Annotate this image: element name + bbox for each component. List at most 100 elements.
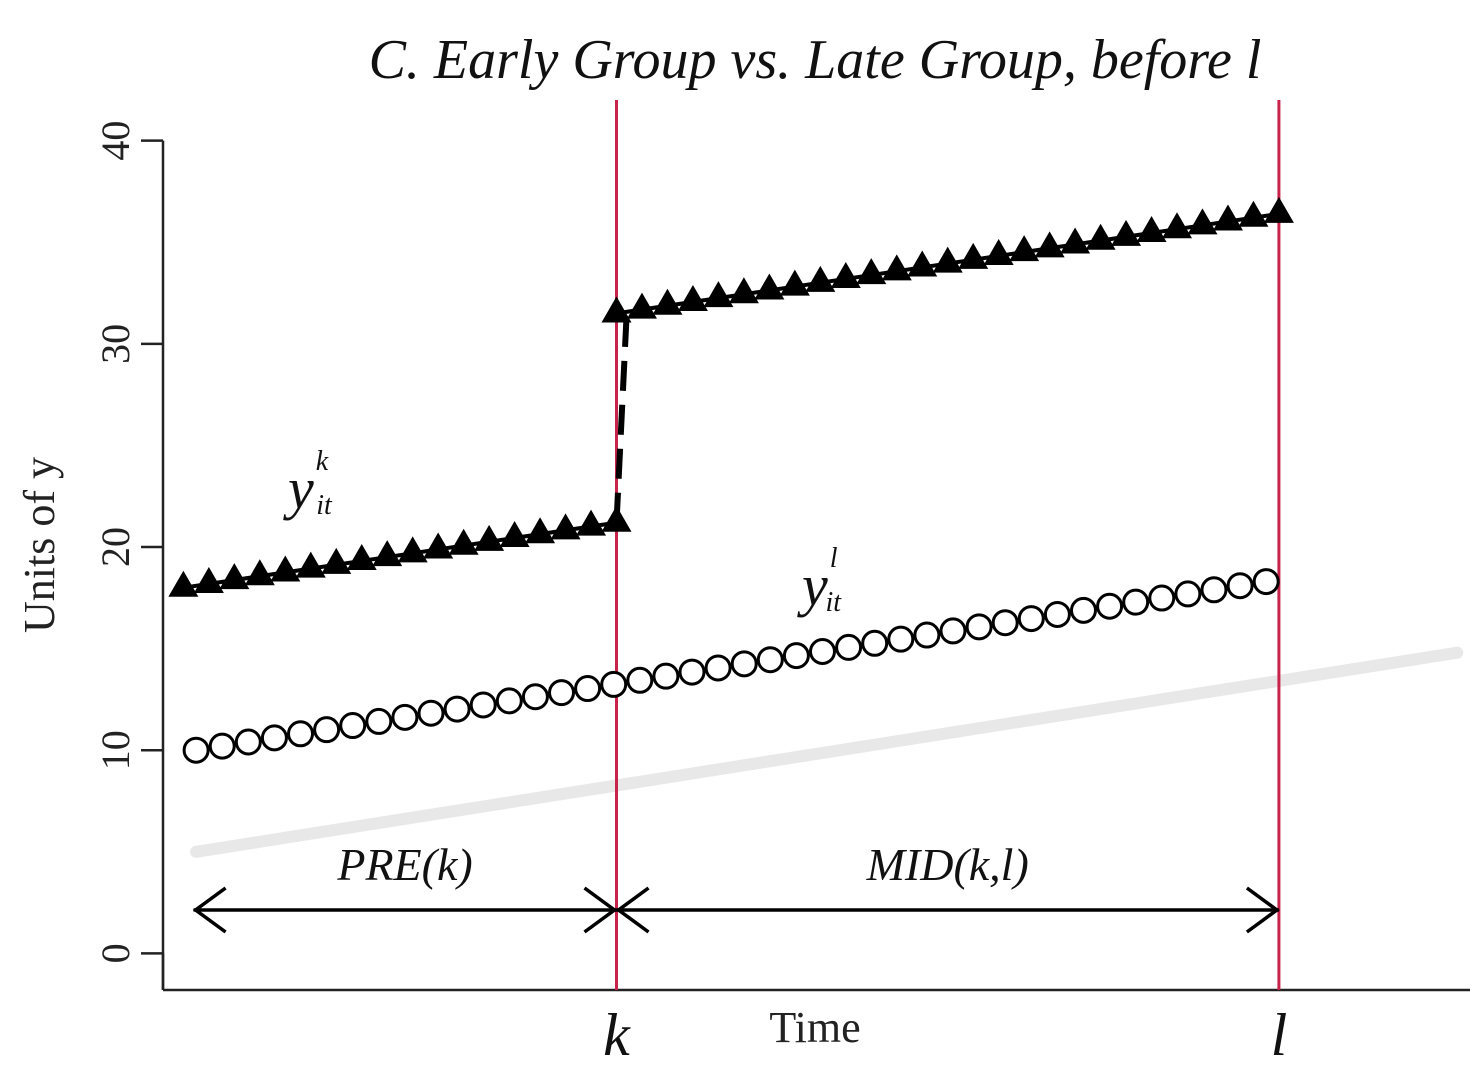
series-line [183, 520, 617, 590]
data-point-circle [1174, 580, 1202, 608]
marker-label-l: l [1271, 1002, 1288, 1065]
data-point-triangle [474, 524, 505, 551]
data-point-circle [626, 666, 654, 694]
data-point-triangle [193, 566, 224, 593]
data-point-circle [495, 687, 523, 715]
data-point-circle [365, 707, 393, 735]
data-point-circle [600, 670, 628, 698]
y-tick-label: 0 [93, 943, 138, 963]
y-tick-label: 30 [93, 324, 138, 364]
data-point-triangle [1263, 196, 1294, 223]
data-point-circle [574, 675, 602, 703]
axes [161, 140, 1470, 992]
data-point-circle [417, 699, 445, 727]
data-point-circle [521, 683, 549, 711]
data-point-triangle [652, 288, 683, 315]
data-point-circle [469, 691, 497, 719]
series-connector [613, 313, 630, 523]
data-point-triangle [168, 570, 199, 597]
data-point-triangle [1085, 223, 1116, 250]
data-point-triangle [423, 532, 454, 559]
data-point-triangle [1060, 227, 1091, 254]
period-label: MID(k,l) [866, 839, 1029, 890]
data-point-circle [1252, 568, 1280, 596]
data-point-triangle [907, 250, 938, 277]
data-point-triangle [983, 239, 1014, 266]
data-point-triangle [270, 555, 301, 582]
data-point-triangle [1212, 204, 1243, 231]
series-label: yl it [797, 543, 842, 618]
data-point-triangle [1187, 208, 1218, 235]
data-point-circle [443, 695, 471, 723]
y-tick-label: 20 [93, 527, 138, 567]
data-point-triangle [372, 540, 403, 567]
data-point-circle [861, 629, 889, 657]
series-labels: yk it yl it [283, 446, 842, 618]
data-point-circle [1017, 605, 1045, 633]
data-point-triangle [346, 543, 377, 570]
data-point-circle [260, 724, 288, 752]
data-point-circle [913, 621, 941, 649]
y-axis-label: Units of y [15, 457, 64, 633]
y-tick-label: 40 [93, 121, 138, 161]
data-point-triangle [295, 551, 326, 578]
period-arrows: PRE(k) MID(k,l) [192, 839, 1280, 934]
data-point-circle [208, 732, 236, 760]
data-point-circle [1226, 572, 1254, 600]
marker-label-k: k [603, 1002, 631, 1065]
data-point-triangle [856, 258, 887, 285]
data-point-circle [234, 728, 262, 756]
data-point-triangle [881, 254, 912, 281]
data-point-triangle [958, 242, 989, 269]
data-point-triangle [244, 559, 275, 586]
data-point-circle [782, 642, 810, 670]
data-point-triangle [1238, 200, 1269, 227]
data-point-triangle [321, 547, 352, 574]
data-point-circle [887, 625, 915, 653]
data-point-circle [1096, 592, 1124, 620]
series-label: yk it [283, 446, 333, 521]
data-point-triangle [219, 563, 250, 590]
data-point-triangle [1111, 219, 1142, 246]
data-point-circle [965, 613, 993, 641]
data-point-circle [313, 716, 341, 744]
data-point-circle [1200, 576, 1228, 604]
data-point-triangle [677, 284, 708, 311]
data-point-triangle [626, 292, 657, 319]
data-point-triangle [499, 521, 530, 548]
data-point-triangle [601, 296, 632, 323]
data-point-circle [939, 617, 967, 645]
data-point-circle [678, 658, 706, 686]
data-point-circle [1069, 596, 1097, 624]
data-point-triangle [703, 281, 734, 308]
trend-line-segment [190, 646, 1464, 858]
data-point-triangle [1009, 235, 1040, 262]
data-point-triangle [397, 536, 428, 563]
data-point-circle [1148, 584, 1176, 612]
y-tick-label: 10 [93, 730, 138, 770]
y-axis-ticks: 0 10 20 30 40 [93, 121, 163, 963]
period-arrowhead-right [583, 886, 618, 934]
data-point-circle [391, 703, 419, 731]
data-point-circle [1122, 588, 1150, 616]
data-point-circle [756, 646, 784, 674]
data-point-circle [704, 654, 732, 682]
data-point-circle [548, 679, 576, 707]
chart-title: C. Early Group vs. Late Group, before l [369, 29, 1262, 91]
data-point-triangle [754, 273, 785, 300]
data-point-triangle [932, 246, 963, 273]
period-arrowhead-left [192, 886, 227, 934]
data-point-triangle [448, 528, 479, 555]
data-point-circle [730, 650, 758, 678]
data-point-triangle [830, 261, 861, 288]
data-point-triangle [1034, 231, 1065, 258]
data-point-triangle [1162, 212, 1193, 239]
trend-line [190, 646, 1464, 858]
data-point-circle [835, 633, 863, 661]
data-point-circle [339, 712, 367, 740]
data-point-circle [287, 720, 315, 748]
data-point-triangle [805, 265, 836, 292]
x-axis-label: Time [769, 1003, 860, 1052]
